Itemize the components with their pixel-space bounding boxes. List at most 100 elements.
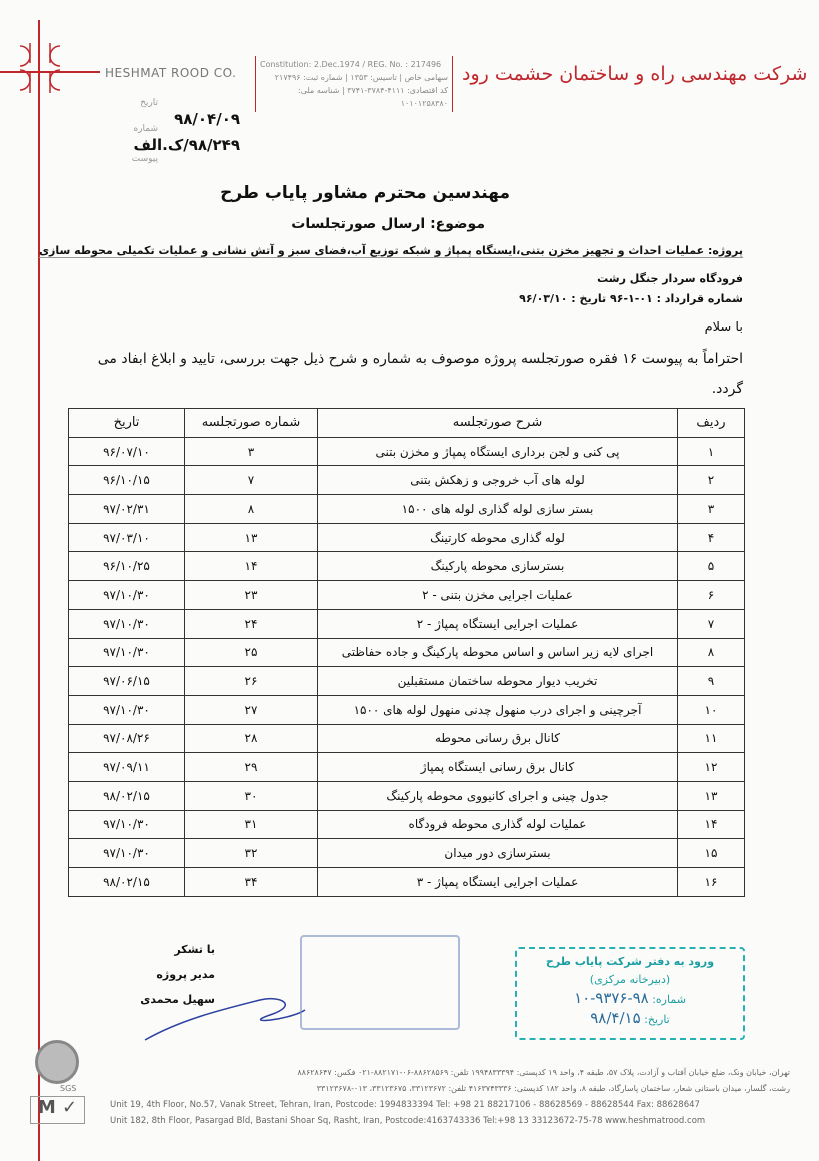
cell-minutes-number: ۱۴ [184, 551, 318, 582]
cell-minutes-number: ۳۴ [184, 867, 318, 897]
col-header-number: شماره صورتجلسه [184, 408, 318, 438]
cell-date: ۹۷/۱۰/۳۰ [68, 608, 185, 639]
company-logo-icon [19, 43, 61, 93]
cell-date: ۹۷/۰۳/۱۰ [68, 522, 185, 553]
contract-info: شماره قرارداد : ۰۱-۱-۹۶ تاریخ : ۹۶/۰۳/۱۰ [519, 292, 743, 305]
cell-minutes-number: ۲۵ [184, 637, 318, 668]
table-row: ۱۳ جدول چینی و اجرای کانیووی محوطه پارکین… [68, 780, 745, 811]
cell-description: جدول چینی و اجرای کانیووی محوطه پارکینگ [317, 780, 678, 811]
col-header-date: تاریخ [68, 408, 185, 438]
letter-body: احتراماً به پیوست ۱۶ فقره صورتجلسه پروژه… [97, 351, 743, 397]
cell-date: ۹۷/۱۰/۳۰ [68, 838, 185, 868]
footer-address-en: Unit 182, 8th Floor, Pasargad Bld, Basta… [110, 1116, 706, 1126]
cell-minutes-number: ۳۱ [184, 809, 318, 840]
signature-block: با تشکر مدیر پروژه سهیل محمدی [140, 937, 215, 1012]
cell-date: ۹۶/۱۰/۲۵ [68, 551, 185, 582]
cell-minutes-number: ۱۳ [184, 522, 318, 553]
cell-row-number: ۱ [677, 436, 745, 467]
table-row: ۳ بستر سازی لوله گذاری لوله های ۱۵۰۰ ۸ ۹۷/۰… [68, 494, 745, 524]
cell-minutes-number: ۷ [184, 465, 318, 496]
table-row: ۱ پی کنی و لجن برداری ایستگاه پمپاژ و مخز… [68, 436, 745, 467]
cell-date: ۹۷/۰۹/۱۱ [68, 752, 185, 782]
footer-address-en: Unit 19, 4th Floor, No.57, Vanak Street,… [110, 1100, 700, 1110]
cell-date: ۹۷/۱۰/۳۰ [68, 809, 185, 840]
reg-line: Constitution: 2.Dec.1974 / REG. No. : 21… [260, 60, 442, 69]
col-header-row: ردیف [677, 408, 745, 438]
cell-description: بسترسازی دور میدان [317, 838, 678, 868]
table-row: ۲ لوله های آب خروجی و زهکش بتنی ۷ ۹۶/۱۰/۱۵ [68, 465, 745, 496]
reg-line: کد اقتصادی: ۴۱۱۱-۳۷۸۴-۳۷۴۱ | شناسه ملی: … [298, 86, 448, 108]
cell-date: ۹۷/۱۰/۳۰ [68, 580, 185, 610]
cell-minutes-number: ۳۰ [184, 780, 318, 811]
cell-minutes-number: ۲۶ [184, 666, 318, 696]
cell-description: بستر سازی لوله گذاری لوله های ۱۵۰۰ [317, 494, 678, 524]
col-header-description: شرح صورتجلسه [317, 408, 678, 438]
stamp-number-label: شماره: [652, 993, 686, 1006]
stamp-date-label: تاریخ: [644, 1013, 670, 1026]
cell-description: پی کنی و لجن برداری ایستگاه پمپاژ و مخزن… [317, 436, 678, 467]
certification-logo-icon: M ✓ [30, 1096, 85, 1124]
cell-description: کانال برق رسانی ایستگاه پمپاژ [317, 752, 678, 782]
cell-date: ۹۶/۱۰/۱۵ [68, 465, 185, 496]
cell-description: کانال برق رسانی محوطه [317, 723, 678, 754]
letterhead-horizontal-rule [0, 71, 100, 73]
table-row: ۴ لوله گذاری محوطه کارتینگ ۱۳ ۹۷/۰۳/۱۰ [68, 522, 745, 553]
cell-row-number: ۱۴ [677, 809, 745, 840]
minutes-table: ردیف شرح صورتجلسه شماره صورتجلسه تاریخ ۱… [68, 408, 745, 897]
sgs-certification-icon [35, 1040, 79, 1084]
cell-description: عملیات اجرایی مخزن بتنی - ۲ [317, 580, 678, 610]
cell-description: عملیات اجرایی ایستگاه پمپاژ - ۳ [317, 867, 678, 897]
cell-description: آجرچینی و اجرای درب منهول چدنی منهول لول… [317, 694, 678, 725]
project-location: فرودگاه سردار جنگل رشت [597, 272, 743, 285]
cell-row-number: ۸ [677, 637, 745, 668]
cell-description: اجرای لایه زیر اساس و اساس محوطه پارکینگ… [317, 637, 678, 668]
cell-row-number: ۱۳ [677, 780, 745, 811]
cell-date: ۹۸/۰۲/۱۵ [68, 780, 185, 811]
cell-row-number: ۶ [677, 580, 745, 610]
registration-info: Constitution: 2.Dec.1974 / REG. No. : 21… [255, 56, 453, 112]
letter-number: ۹۸/۲۴۹/ک.الف [133, 136, 240, 154]
cell-description: عملیات لوله گذاری محوطه فرودگاه [317, 809, 678, 840]
cell-minutes-number: ۳۲ [184, 838, 318, 868]
cell-row-number: ۵ [677, 551, 745, 582]
table-row: ۱۲ کانال برق رسانی ایستگاه پمپاژ ۲۹ ۹۷/۰۹/۱… [68, 752, 745, 782]
cell-row-number: ۲ [677, 465, 745, 496]
cell-description: لوله های آب خروجی و زهکش بتنی [317, 465, 678, 496]
table-row: ۱۰ آجرچینی و اجرای درب منهول چدنی منهول ل… [68, 694, 745, 725]
received-stamp: ورود به دفتر شرکت پایاب طرح (دبیرخانه مر… [515, 947, 745, 1040]
cell-minutes-number: ۲۷ [184, 694, 318, 725]
cell-row-number: ۱۲ [677, 752, 745, 782]
handwritten-signature [144, 997, 306, 1041]
reg-line: سهامی خاص | تاسیس: ۱۳۵۳ | شماره ثبت: ۲۱۷… [274, 73, 448, 82]
table-row: ۱۵ بسترسازی دور میدان ۳۲ ۹۷/۱۰/۳۰ [68, 838, 745, 868]
stamp-number: ۹۸-۹۳۷۶-۱۰ [574, 989, 649, 1007]
table-row: ۶ عملیات اجرایی مخزن بتنی - ۲ ۲۳ ۹۷/۱۰/۳۰ [68, 580, 745, 610]
cell-date: ۹۷/۰۸/۲۶ [68, 723, 185, 754]
table-row: ۵ بسترسازی محوطه پارکینگ ۱۴ ۹۶/۱۰/۲۵ [68, 551, 745, 582]
cell-row-number: ۴ [677, 522, 745, 553]
cell-description: لوله گذاری محوطه کارتینگ [317, 522, 678, 553]
cell-row-number: ۱۵ [677, 838, 745, 868]
cell-date: ۹۷/۱۰/۳۰ [68, 637, 185, 668]
cell-minutes-number: ۲۸ [184, 723, 318, 754]
cell-date: ۹۸/۰۲/۱۵ [68, 867, 185, 897]
cell-date: ۹۷/۱۰/۳۰ [68, 694, 185, 725]
table-row: ۱۱ کانال برق رسانی محوطه ۲۸ ۹۷/۰۸/۲۶ [68, 723, 745, 754]
table-row: ۷ عملیات اجرایی ایستگاه پمپاژ - ۲ ۲۴ ۹۷/۱۰/… [68, 608, 745, 639]
subject: موضوع: ارسال صورتجلسات [291, 216, 485, 232]
stamp-subtitle: (دبیرخانه مرکزی) [589, 973, 671, 986]
cell-date: ۹۷/۰۲/۳۱ [68, 494, 185, 524]
project-title: پروژه: عملیات احداث و تجهیز مخزن بتنی،ای… [38, 244, 743, 258]
addressee: مهندسین محترم مشاور پایاب طرح [220, 183, 510, 203]
footer-addresses: تهران، خیابان ونک، ضلع خیابان آفتاب و آز… [110, 1065, 790, 1129]
attachment-label: پیوست [131, 154, 158, 164]
company-name-en: HESHMAT ROOD CO. [105, 66, 237, 80]
cell-description: تخریب دیوار محوطه ساختمان مستقبلین [317, 666, 678, 696]
greeting: با سلام [704, 320, 743, 335]
table-row: ۸ اجرای لایه زیر اساس و اساس محوطه پارکین… [68, 637, 745, 668]
signer-title: مدیر پروژه [156, 968, 215, 981]
cell-minutes-number: ۳ [184, 436, 318, 467]
table-row: ۱۴ عملیات لوله گذاری محوطه فرودگاه ۳۱ ۹۷/۱۰… [68, 809, 745, 840]
footer-address-fa: تهران، خیابان ونک، ضلع خیابان آفتاب و آز… [297, 1068, 790, 1077]
stamp-date: ۹۸/۴/۱۵ [590, 1009, 641, 1027]
